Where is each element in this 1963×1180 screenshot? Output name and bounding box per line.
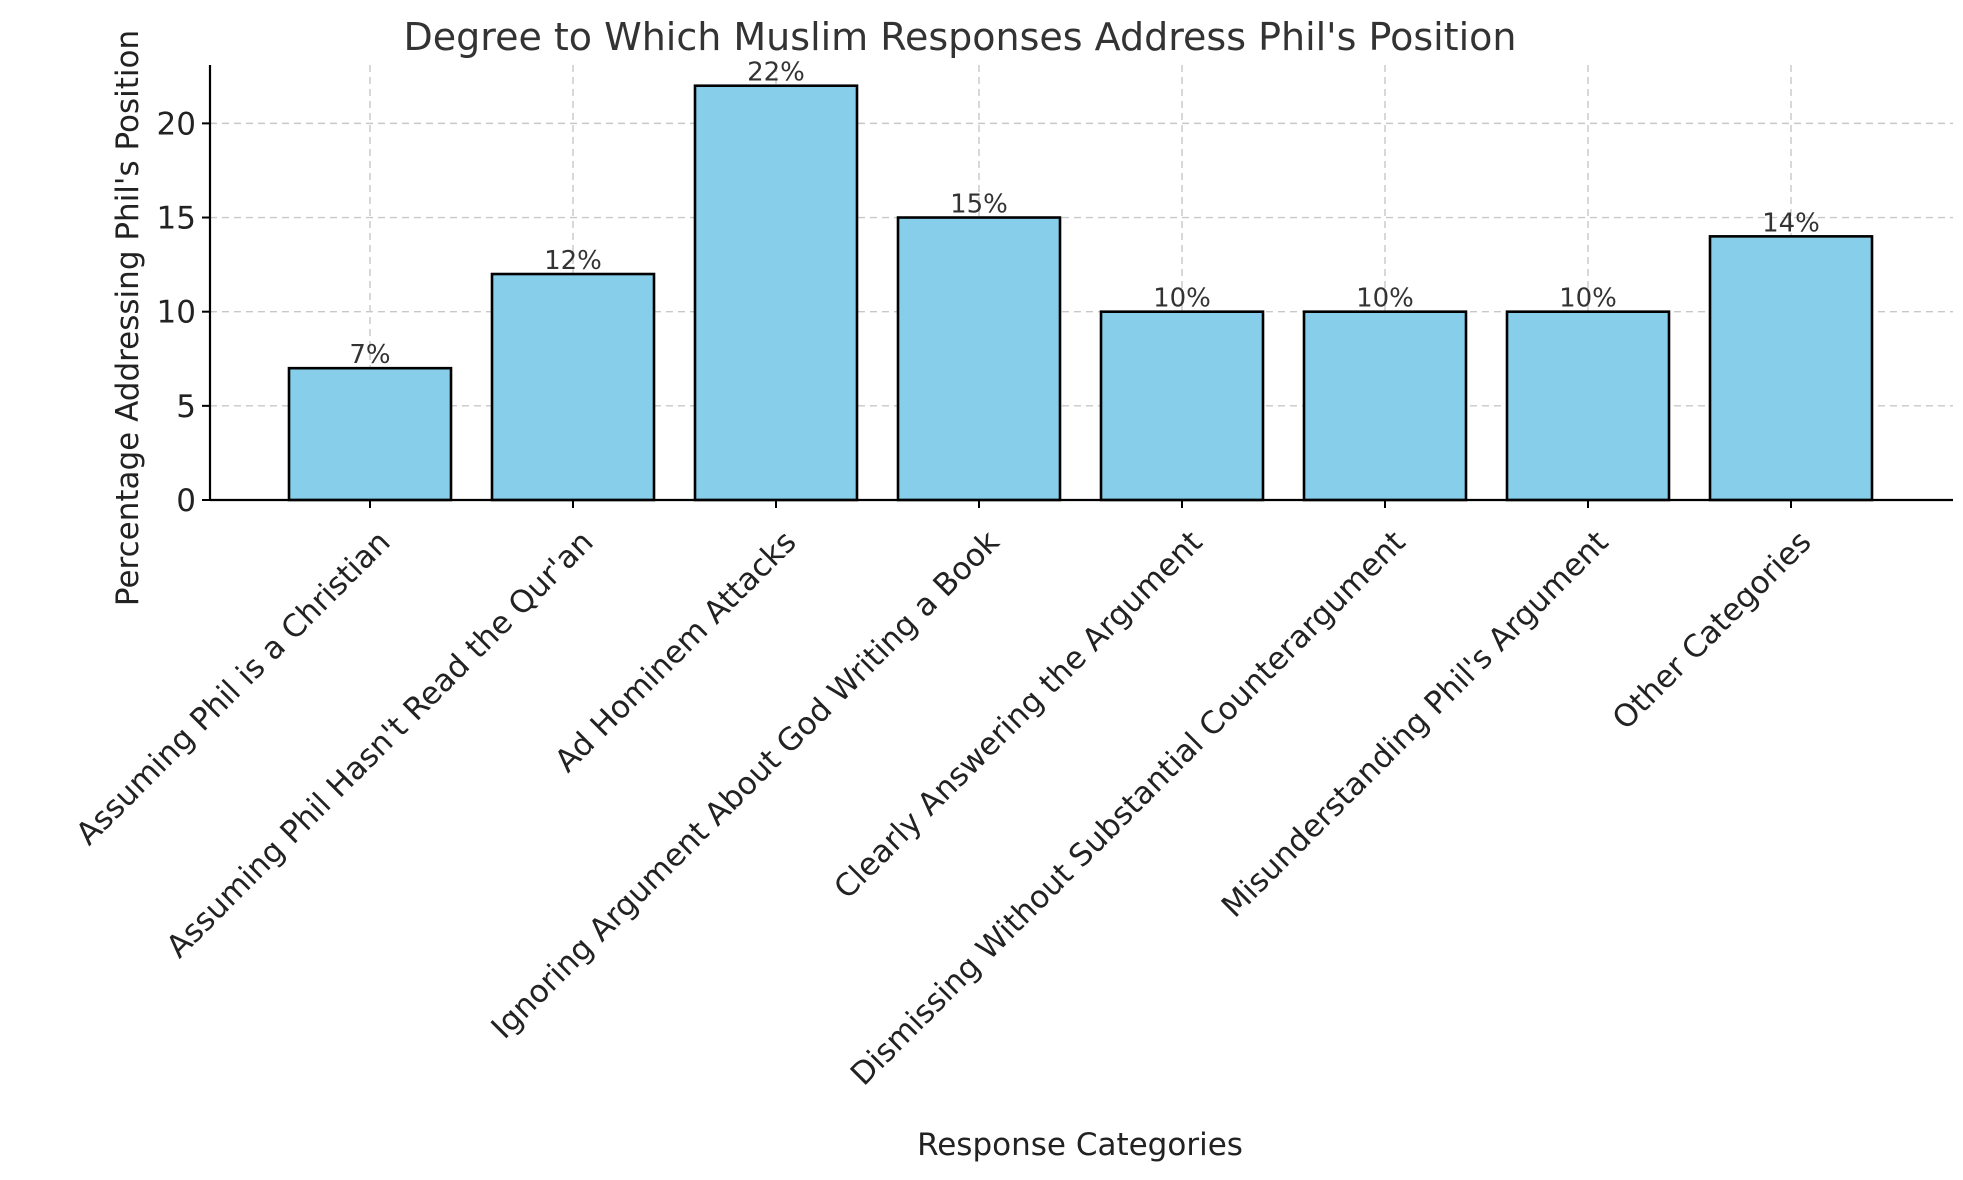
y-axis-label: Percentage Addressing Phil's Position xyxy=(110,30,146,606)
y-tick-label: 15 xyxy=(157,201,196,237)
x-axis-label: Response Categories xyxy=(917,1127,1243,1163)
data-label: 15% xyxy=(950,190,1008,220)
bars xyxy=(287,84,1874,502)
data-label: 12% xyxy=(544,246,602,276)
x-tick-label: Clearly Answering the Argument xyxy=(827,524,1209,906)
y-ticks: 0 5 10 15 20 xyxy=(157,106,210,519)
data-label: 10% xyxy=(1356,284,1414,314)
y-tick-label: 10 xyxy=(157,295,196,331)
bar xyxy=(1505,310,1671,502)
y-tick-label: 5 xyxy=(176,389,196,425)
bar xyxy=(490,272,656,502)
data-label: 7% xyxy=(349,340,390,370)
x-tick-label: Other Categories xyxy=(1606,524,1819,737)
y-tick-label: 20 xyxy=(157,106,196,142)
x-tick-label: Assuming Phil Hasn't Read the Qur'an xyxy=(160,524,601,965)
data-label: 10% xyxy=(1559,284,1617,314)
bar xyxy=(1708,235,1874,502)
x-tick-label: Misunderstanding Phil's Argument xyxy=(1215,524,1616,925)
data-labels: 7% 12% 22% 15% 10% 10% 10% 14% xyxy=(349,58,1820,370)
grid xyxy=(210,65,1953,500)
y-tick-label: 0 xyxy=(176,483,196,519)
data-label: 22% xyxy=(747,58,805,88)
chart-title: Degree to Which Muslim Responses Address… xyxy=(404,15,1517,59)
axes xyxy=(208,65,1953,502)
data-label: 10% xyxy=(1153,284,1211,314)
bar xyxy=(693,84,859,502)
bar xyxy=(287,366,453,502)
bar xyxy=(1302,310,1468,502)
bar xyxy=(896,216,1062,502)
bar xyxy=(1099,310,1265,502)
data-label: 14% xyxy=(1762,208,1820,238)
